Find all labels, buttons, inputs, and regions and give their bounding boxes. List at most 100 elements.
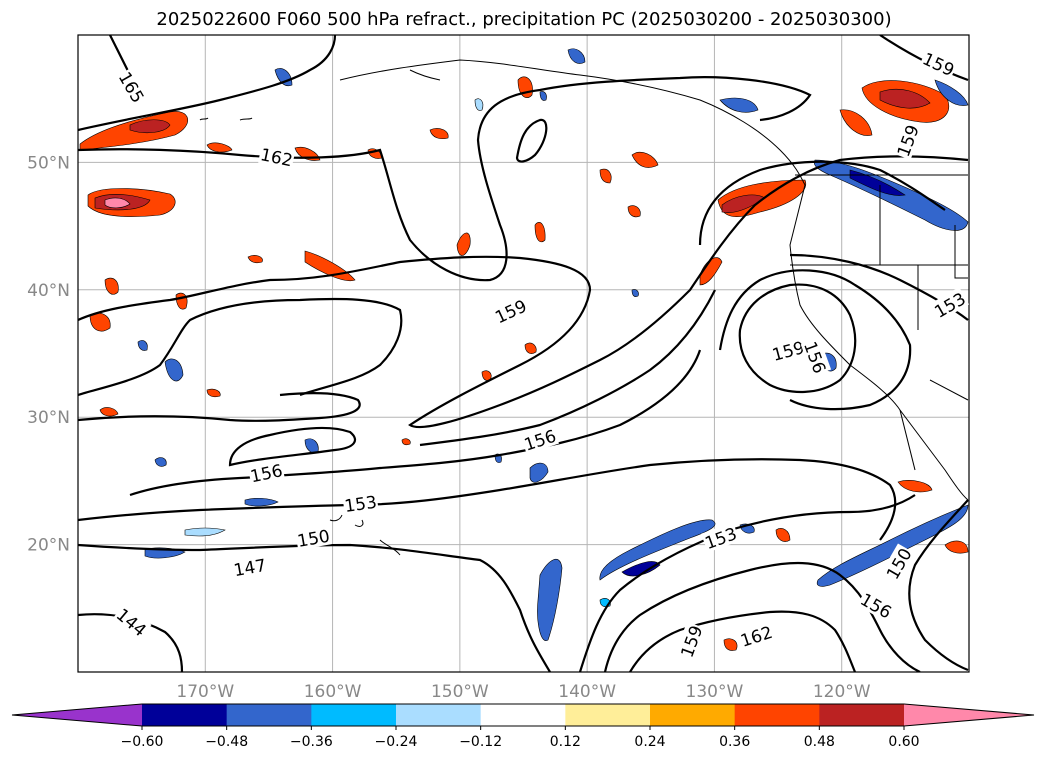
colorbar-tick-label: −0.48	[205, 734, 248, 750]
chart-title: 2025022600 F060 500 hPa refract., precip…	[156, 9, 891, 30]
colorbar-extend-max	[904, 704, 1034, 726]
contour-162	[78, 76, 812, 282]
precip-patch	[401, 438, 411, 446]
precip-patch	[537, 558, 563, 641]
lat-tick-label: 50°N	[27, 153, 70, 173]
lon-tick-label: 120°W	[813, 682, 871, 702]
latitude-tick-labels: 20°N 30°N 40°N 50°N	[27, 153, 70, 555]
precip-patch	[524, 342, 537, 354]
longitude-tick-labels: 170°W 160°W 150°W 140°W 130°W 120°W	[176, 682, 870, 702]
contour-156a	[698, 160, 946, 246]
colorbar-tick-label: −0.36	[290, 734, 333, 750]
precip-patch	[129, 119, 171, 134]
precip-patch	[934, 79, 969, 106]
colorbar-tick-label: 0.36	[719, 734, 750, 750]
contour-165	[78, 35, 337, 132]
precip-patch	[599, 519, 716, 581]
contour-label: 162	[736, 620, 776, 652]
precip-patch	[775, 528, 791, 542]
colorbar-tick-label: 0.24	[634, 734, 665, 750]
colorbar-segment	[142, 704, 228, 726]
precip-patch	[839, 109, 873, 136]
contour-150b	[908, 499, 969, 672]
lon-tick-label: 150°W	[431, 682, 489, 702]
contour-label-text: 153	[343, 493, 378, 517]
lat-tick-label: 40°N	[27, 281, 70, 301]
colorbar-tick-label: −0.60	[121, 734, 164, 750]
contour-150	[78, 458, 897, 541]
map-frame	[77, 34, 970, 673]
contour-label-halo	[342, 490, 379, 516]
precip-patch	[621, 561, 661, 577]
colorbar-segment	[396, 704, 482, 726]
precip-patch	[699, 257, 723, 286]
precip-patch	[104, 197, 131, 209]
contour-156c	[228, 426, 357, 467]
colorbar-tick-label: 0.48	[804, 734, 835, 750]
colorbar-segment	[311, 704, 397, 726]
colorbar-segment	[226, 704, 312, 726]
colorbar-segment	[650, 704, 736, 726]
precip-patch	[429, 128, 449, 140]
map-layer	[78, 35, 969, 672]
precip-positive-patches	[79, 76, 969, 651]
contour-159c	[738, 283, 857, 394]
precip-patch	[849, 169, 906, 196]
lat-tick-label: 30°N	[27, 408, 70, 428]
contour-159a	[78, 155, 969, 429]
colorbar-segment	[480, 704, 566, 726]
colorbar-tick-label: 0.60	[888, 734, 919, 750]
contour-label-halo	[112, 602, 152, 641]
contour-label: 156	[247, 458, 285, 487]
contour-label-halo	[231, 553, 269, 580]
coastlines	[199, 59, 969, 556]
precip-patch	[631, 289, 639, 297]
contour-label-halo	[736, 620, 776, 651]
contour-label-halo	[856, 587, 897, 623]
contour-label-halo	[701, 522, 740, 553]
colorbar-tick-label: −0.24	[375, 734, 418, 750]
precip-patch	[99, 407, 119, 417]
contour-144	[78, 613, 184, 672]
lon-tick-label: 130°W	[686, 682, 744, 702]
precip-patch	[944, 540, 969, 554]
lon-tick-label: 160°W	[304, 682, 362, 702]
precip-patch	[897, 480, 933, 493]
colorbar-segment	[734, 704, 820, 726]
contour-label: 153	[701, 522, 740, 554]
precip-patch	[104, 277, 119, 295]
lon-tick-label: 140°W	[558, 682, 616, 702]
colorbar-segment	[565, 704, 651, 726]
refractivity-contours	[78, 35, 969, 672]
contour-label: 162	[258, 143, 296, 171]
precip-patch	[247, 255, 263, 264]
precip-patch	[534, 221, 546, 243]
contour-label-halo	[294, 524, 332, 551]
lon-tick-label: 170°W	[176, 682, 234, 702]
precip-patch	[723, 638, 738, 651]
colorbar-extend-min	[12, 704, 142, 726]
precip-patch	[539, 91, 547, 101]
contour-147	[78, 543, 551, 672]
precip-patch	[206, 142, 233, 153]
precip-patch	[719, 97, 759, 113]
precip-patch	[184, 527, 226, 537]
contour-156b	[718, 269, 912, 411]
contour-label-halo	[520, 424, 559, 454]
contour-label-halo	[258, 143, 296, 170]
contour-label-halo	[490, 294, 530, 327]
precip-patch	[599, 168, 612, 184]
precip-patch	[879, 88, 931, 109]
contour-label-halo	[247, 458, 285, 486]
precip-patch	[631, 151, 659, 168]
contour-156d	[78, 392, 361, 422]
contour-label-halo	[800, 337, 832, 377]
precip-patch	[164, 358, 184, 382]
contour-label-halo	[919, 47, 959, 80]
precip-patch	[529, 462, 549, 483]
precip-patch	[137, 340, 148, 351]
contour-153a	[129, 349, 702, 497]
contour-label-halo	[115, 67, 150, 107]
precip-patch	[567, 48, 586, 64]
